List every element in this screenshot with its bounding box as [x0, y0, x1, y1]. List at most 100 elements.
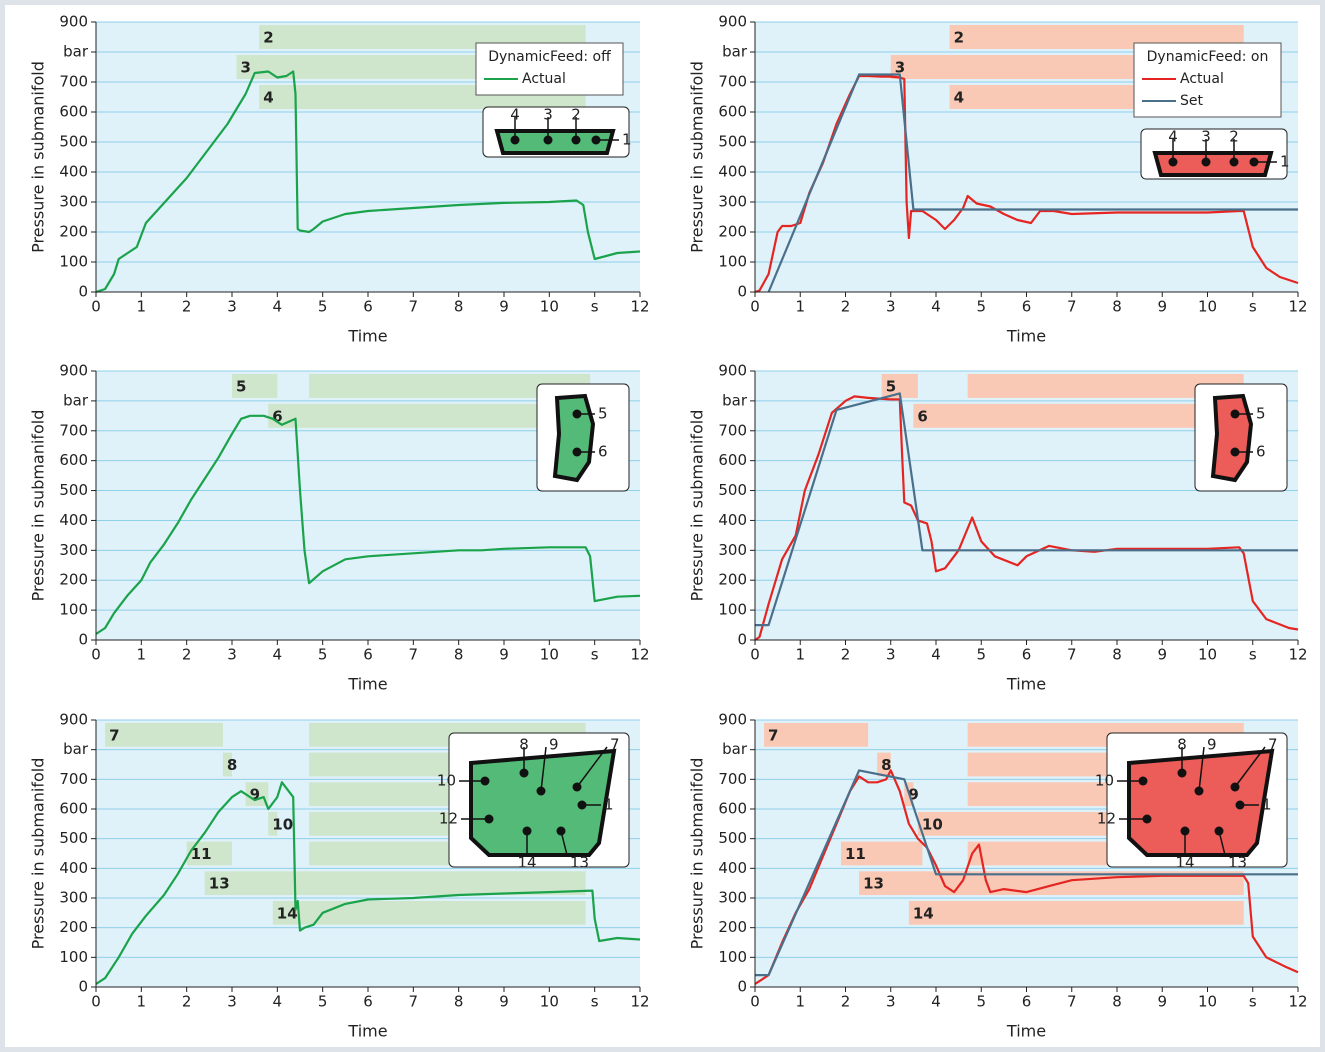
x-tick-label: 12 [630, 298, 649, 316]
x-tick-label: 12 [630, 993, 649, 1011]
y-tick-label: 600 [59, 800, 88, 818]
y-tick-label: 400 [59, 859, 88, 877]
x-tick-label: s [591, 646, 599, 664]
y-tick-label: 500 [718, 829, 747, 847]
inset: 4321 [1141, 128, 1290, 180]
y-tick-label: 300 [718, 889, 747, 907]
x-tick-label: 9 [499, 646, 509, 664]
inset-label: 3 [1201, 128, 1211, 146]
x-tick-label: 2 [182, 646, 192, 664]
y-axis-title: Pressure in submanifold [29, 61, 48, 253]
x-tick-label: 0 [750, 646, 760, 664]
inset-label: 1 [1280, 153, 1290, 171]
x-tick-label: 8 [454, 993, 464, 1011]
y-tick-label: 0 [737, 978, 747, 996]
y-tick-label: bar [63, 43, 89, 61]
y-tick-label: 0 [78, 283, 88, 301]
inset-label: 2 [1229, 128, 1239, 146]
x-tick-label: 5 [318, 298, 328, 316]
gate-label: 5 [236, 377, 246, 395]
x-tick-label: 8 [454, 646, 464, 664]
x-tick-label: 3 [886, 993, 896, 1011]
inset-gate [520, 769, 529, 778]
inset-gate [1250, 158, 1259, 167]
x-tick-label: 12 [630, 646, 649, 664]
y-tick-label: 0 [737, 631, 747, 649]
x-tick-label: 1 [795, 298, 805, 316]
y-tick-label: 400 [718, 163, 747, 181]
inset-label: 5 [598, 405, 608, 423]
gate-label: 6 [917, 407, 927, 425]
gate-label: 2 [954, 29, 964, 47]
y-tick-label: 900 [59, 13, 88, 31]
y-tick-label: 700 [718, 770, 747, 788]
x-tick-label: 1 [137, 646, 147, 664]
x-tick-label: s [591, 298, 599, 316]
y-tick-label: 0 [737, 283, 747, 301]
y-axis-title: Pressure in submanifold [688, 61, 707, 253]
x-tick-label: 9 [499, 993, 509, 1011]
y-tick-label: 200 [718, 571, 747, 589]
legend-label: Actual [1180, 71, 1224, 87]
x-tick-label: 9 [1157, 993, 1167, 1011]
legend-label: Actual [522, 71, 566, 87]
gate-label: 11 [845, 845, 866, 863]
y-tick-label: 500 [59, 481, 88, 499]
y-tick-label: 500 [718, 133, 747, 151]
inset-gate [572, 136, 581, 145]
gate-label: 4 [263, 89, 273, 107]
legend-title: DynamicFeed: on [1147, 49, 1269, 65]
x-axis-title: Time [1006, 675, 1046, 694]
gate-label: 13 [863, 875, 884, 893]
x-tick-label: 7 [1067, 993, 1077, 1011]
y-tick-label: bar [63, 391, 89, 409]
x-tick-label: 7 [409, 646, 419, 664]
x-tick-label: 2 [841, 993, 851, 1011]
x-axis-title: Time [1006, 327, 1046, 346]
y-tick-label: 200 [59, 223, 88, 241]
y-axis-title: Pressure in submanifold [29, 758, 48, 950]
x-tick-label: 2 [182, 298, 192, 316]
inset-label: 13 [570, 854, 589, 872]
inset-gate [1178, 769, 1187, 778]
y-tick-label: 600 [59, 103, 88, 121]
figure: 0100200300400500600700bar900012345678910… [0, 0, 1325, 1052]
y-tick-label: 400 [718, 859, 747, 877]
x-tick-label: 1 [137, 993, 147, 1011]
y-tick-label: 600 [59, 451, 88, 469]
inset-label: 4 [510, 106, 520, 124]
y-tick-label: 700 [718, 73, 747, 91]
x-tick-label: 0 [750, 993, 760, 1011]
x-tick-label: 4 [273, 646, 283, 664]
y-tick-label: 600 [718, 800, 747, 818]
gate-label: 7 [109, 726, 119, 744]
inset-gate [1231, 448, 1240, 457]
inset-label: 6 [1256, 443, 1266, 461]
inset-gate [1139, 777, 1148, 786]
x-tick-label: 5 [976, 298, 986, 316]
x-tick-label: 7 [409, 298, 419, 316]
y-tick-label: 900 [59, 711, 88, 729]
x-tick-label: 8 [1112, 646, 1122, 664]
x-axis-title: Time [347, 675, 387, 694]
x-tick-label: 3 [227, 298, 237, 316]
x-tick-label: 12 [1288, 993, 1307, 1011]
inset-gate [1181, 827, 1190, 836]
y-tick-label: bar [722, 740, 748, 758]
y-tick-label: bar [63, 740, 89, 758]
x-tick-label: 10 [1198, 646, 1217, 664]
inset-gate [1202, 158, 1211, 167]
y-tick-label: 100 [718, 253, 747, 271]
x-tick-label: 6 [1022, 646, 1032, 664]
x-tick-label: 2 [182, 993, 192, 1011]
y-tick-label: bar [722, 391, 748, 409]
x-tick-label: 8 [1112, 298, 1122, 316]
inset-label: 10 [437, 772, 456, 790]
x-tick-label: 8 [454, 298, 464, 316]
y-tick-label: 500 [718, 481, 747, 499]
inset-gate [481, 777, 490, 786]
x-tick-label: s [591, 993, 599, 1011]
inset-gate [1169, 158, 1178, 167]
inset-gate [1231, 783, 1240, 792]
gate-label: 2 [263, 29, 273, 47]
